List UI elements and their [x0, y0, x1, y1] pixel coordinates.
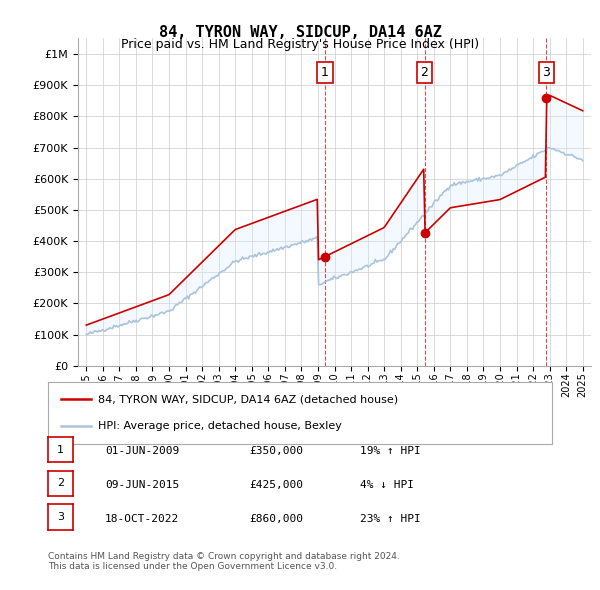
Text: 84, TYRON WAY, SIDCUP, DA14 6AZ (detached house): 84, TYRON WAY, SIDCUP, DA14 6AZ (detache… [98, 394, 398, 404]
Text: 4% ↓ HPI: 4% ↓ HPI [360, 480, 414, 490]
Text: 3: 3 [57, 512, 64, 522]
Text: HPI: Average price, detached house, Bexley: HPI: Average price, detached house, Bexl… [98, 421, 342, 431]
Text: 23% ↑ HPI: 23% ↑ HPI [360, 514, 421, 523]
Text: £860,000: £860,000 [249, 514, 303, 523]
Text: 1: 1 [57, 445, 64, 454]
Text: 1: 1 [321, 66, 329, 79]
Text: Contains HM Land Registry data © Crown copyright and database right 2024.
This d: Contains HM Land Registry data © Crown c… [48, 552, 400, 571]
Text: Price paid vs. HM Land Registry's House Price Index (HPI): Price paid vs. HM Land Registry's House … [121, 38, 479, 51]
Text: 84, TYRON WAY, SIDCUP, DA14 6AZ: 84, TYRON WAY, SIDCUP, DA14 6AZ [158, 25, 442, 40]
Text: 01-JUN-2009: 01-JUN-2009 [105, 447, 179, 456]
Text: 19% ↑ HPI: 19% ↑ HPI [360, 447, 421, 456]
Text: 18-OCT-2022: 18-OCT-2022 [105, 514, 179, 523]
Text: £425,000: £425,000 [249, 480, 303, 490]
Text: 2: 2 [421, 66, 428, 79]
Text: 3: 3 [542, 66, 550, 79]
Text: £350,000: £350,000 [249, 447, 303, 456]
Text: 2: 2 [57, 478, 64, 488]
Text: 09-JUN-2015: 09-JUN-2015 [105, 480, 179, 490]
